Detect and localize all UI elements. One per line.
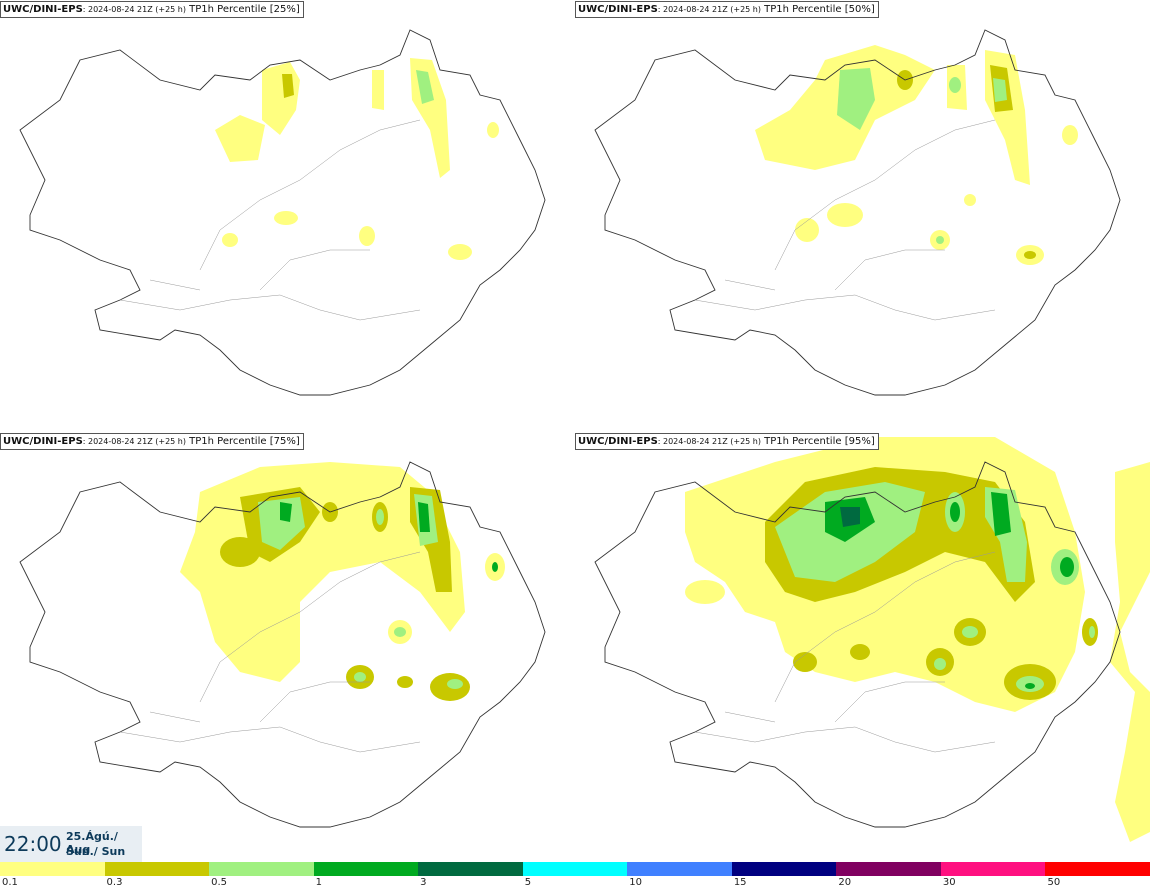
legend-swatch (940, 862, 1046, 876)
legend-tick-label: 3 (420, 877, 427, 888)
legend-swatch (836, 862, 941, 876)
legend-swatch (0, 862, 105, 876)
legend-swatch (731, 862, 837, 876)
precip-map (594, 437, 1150, 842)
legend-swatches (0, 862, 1150, 876)
map-panel-p95: UWC/DINI-EPS: 2024-08-24 21Z (+25 h) TP1… (575, 432, 1150, 864)
panel-title: UWC/DINI-EPS: 2024-08-24 21Z (+25 h) TP1… (0, 1, 304, 18)
legend-swatch (418, 862, 523, 876)
precip-map (594, 29, 1121, 396)
legend-tick-label: 50 (1047, 877, 1061, 888)
color-legend: 0.1 0.3 0.5 1 3 5 10 15 20 30 50 (0, 862, 1150, 891)
legend-tick-label: 1 (315, 877, 322, 888)
panel-title: UWC/DINI-EPS: 2024-08-24 21Z (+25 h) TP1… (0, 433, 304, 450)
legend-tick-label: 0.3 (106, 877, 123, 888)
legend-tick-label: 0.5 (211, 877, 227, 888)
legend-tick-label: 10 (629, 877, 642, 888)
legend-tick-label: 15 (733, 877, 747, 888)
panel-title: UWC/DINI-EPS: 2024-08-24 21Z (+25 h) TP1… (575, 433, 879, 450)
valid-date: 25.Ágú./ Aug (66, 830, 118, 856)
map-panel-p25: UWC/DINI-EPS: 2024-08-24 21Z (+25 h) TP1… (0, 0, 575, 432)
legend-tick-label: 20 (838, 877, 852, 888)
precip-map (19, 461, 546, 828)
legend-tick-label: 0.1 (2, 877, 18, 888)
panel-title: UWC/DINI-EPS: 2024-08-24 21Z (+25 h) TP1… (575, 1, 879, 18)
legend-swatch (313, 862, 419, 876)
legend-swatch (209, 862, 314, 876)
valid-day: Sun./ Sun (66, 845, 126, 858)
map-panel-p50: UWC/DINI-EPS: 2024-08-24 21Z (+25 h) TP1… (575, 0, 1150, 432)
legend-ticks: 0.1 0.3 0.5 1 3 5 10 15 20 30 50 (0, 877, 1150, 891)
legend-swatch (522, 862, 628, 876)
valid-time: 22:00 (4, 832, 62, 856)
legend-tick-label: 30 (942, 877, 956, 888)
map-panel-p75: UWC/DINI-EPS: 2024-08-24 21Z (+25 h) TP1… (0, 432, 575, 864)
legend-swatch (104, 862, 210, 876)
precip-map (19, 29, 546, 396)
legend-swatch (627, 862, 732, 876)
legend-tick-label: 5 (524, 877, 532, 888)
legend-swatch (1045, 862, 1150, 876)
valid-time-box: 22:00 25.Ágú./ Aug Sun./ Sun (0, 826, 142, 862)
